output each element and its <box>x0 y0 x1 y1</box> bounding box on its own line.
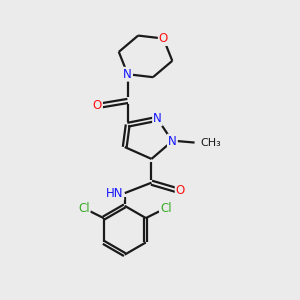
Text: N: N <box>168 135 177 148</box>
Text: O: O <box>176 184 185 196</box>
Text: HN: HN <box>106 187 123 200</box>
Text: O: O <box>93 99 102 112</box>
Text: Cl: Cl <box>160 202 172 214</box>
Text: N: N <box>153 112 162 125</box>
Text: N: N <box>123 68 132 81</box>
Text: CH₃: CH₃ <box>200 138 221 148</box>
Text: O: O <box>159 32 168 45</box>
Text: Cl: Cl <box>78 202 89 214</box>
